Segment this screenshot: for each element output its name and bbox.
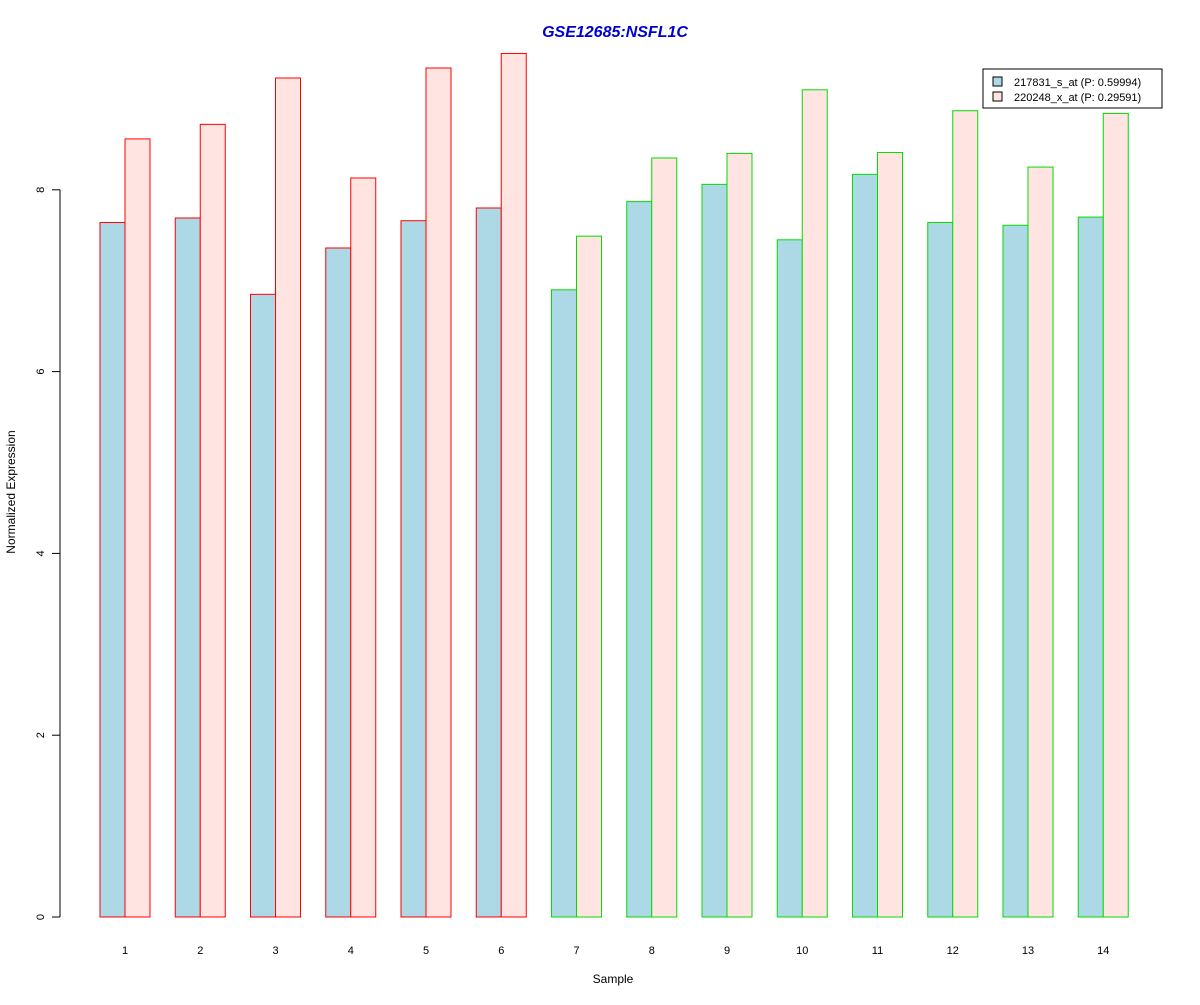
bar-series-2-sample-5	[425, 67, 452, 918]
x-tick-label: 7	[573, 945, 579, 957]
bar-series-2-sample-2	[199, 123, 226, 918]
y-axis-label: Normalized Expression	[4, 430, 18, 553]
x-axis-tick-labels: 1 2 3 4 5 6 7 8 9 10 11 12 13 14	[122, 945, 1109, 957]
x-tick-label: 8	[649, 945, 655, 957]
x-tick-label: 14	[1097, 945, 1109, 957]
bar-series-1-sample-8	[626, 201, 653, 918]
bar-series-1-sample-7	[551, 289, 577, 918]
bar-group	[99, 52, 1129, 918]
bar-series-2-sample-13	[1027, 166, 1054, 918]
y-tick-label: 8	[35, 187, 47, 193]
bar-series-2-sample-8	[651, 157, 678, 918]
x-axis-label: Sample	[593, 972, 634, 986]
x-tick-label: 1	[122, 945, 128, 957]
bar-series-2-sample-11	[877, 152, 903, 918]
bar-series-1-sample-1	[99, 222, 126, 918]
y-tick-label: 4	[35, 550, 47, 556]
x-tick-label: 12	[947, 945, 959, 957]
bar-series-1-sample-3	[250, 293, 276, 918]
y-tick-label: 6	[35, 369, 47, 375]
y-axis: 0 2 4 6 8	[35, 187, 61, 920]
chart-title: GSE12685:NSFL1C	[542, 24, 688, 41]
x-tick-label: 9	[724, 945, 730, 957]
legend-swatch	[992, 91, 1003, 102]
legend-swatch	[992, 76, 1003, 87]
bar-series-2-sample-4	[350, 177, 377, 918]
x-tick-label: 6	[498, 945, 504, 957]
x-tick-label: 11	[872, 945, 883, 957]
bar-series-1-sample-5	[400, 220, 427, 918]
x-tick-label: 3	[272, 945, 278, 957]
legend: 217831_s_at (P: 0.59994) 220248_x_at (P: …	[982, 68, 1163, 109]
bar-series-1-sample-9	[701, 183, 728, 918]
x-tick-label: 4	[348, 945, 354, 957]
bar-series-2-sample-9	[726, 152, 753, 918]
bar-series-1-sample-12	[927, 222, 954, 918]
x-tick-label: 10	[796, 945, 808, 957]
bar-series-1-sample-4	[325, 247, 352, 918]
bar-series-2-sample-14	[1102, 112, 1129, 918]
x-tick-label: 2	[197, 945, 203, 957]
y-tick-label: 2	[35, 732, 47, 738]
bar-series-2-sample-10	[801, 89, 828, 918]
bar-series-2-sample-3	[275, 77, 301, 918]
x-tick-label: 5	[423, 945, 429, 957]
y-tick-label: 0	[35, 914, 47, 920]
bar-series-1-sample-13	[1002, 224, 1029, 918]
legend-entry-label: 217831_s_at (P: 0.59994)	[1014, 77, 1141, 89]
bar-series-2-sample-7	[576, 235, 602, 918]
bar-series-2-sample-12	[952, 110, 979, 918]
bar-series-1-sample-11	[852, 173, 878, 918]
bar-series-2-sample-1	[124, 138, 151, 918]
legend-box	[982, 68, 1163, 109]
bar-series-1-sample-6	[475, 207, 502, 918]
bar-series-1-sample-2	[174, 217, 201, 918]
bar-series-1-sample-10	[776, 239, 803, 918]
bar-series-1-sample-14	[1077, 216, 1104, 918]
legend-entry-label: 220248_x_at (P: 0.29591)	[1014, 92, 1141, 104]
x-tick-label: 13	[1022, 945, 1034, 957]
bar-series-2-sample-6	[500, 52, 527, 918]
